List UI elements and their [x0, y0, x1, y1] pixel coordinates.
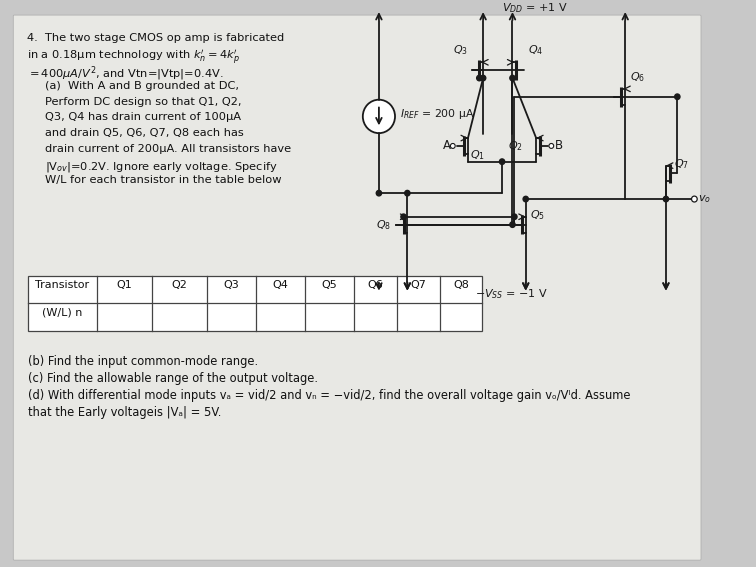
Circle shape	[523, 196, 528, 202]
Circle shape	[663, 196, 668, 202]
Text: $Q_7$: $Q_7$	[674, 156, 689, 171]
Text: (d) With differential mode inputs vₐ = vid/2 and vₙ = −vid/2, find the overall v: (d) With differential mode inputs vₐ = v…	[29, 389, 631, 402]
Text: (a)  With A and B grounded at DC,: (a) With A and B grounded at DC,	[45, 81, 240, 91]
Circle shape	[510, 222, 515, 227]
Circle shape	[477, 75, 482, 81]
Text: in a 0.18μm technology with $k_n^{\prime} = 4k_p^{\prime}$: in a 0.18μm technology with $k_n^{\prime…	[26, 49, 240, 67]
FancyBboxPatch shape	[14, 15, 701, 560]
Circle shape	[451, 143, 455, 149]
Circle shape	[363, 100, 395, 133]
Text: that the Early voltageis |Vₐ| = 5V.: that the Early voltageis |Vₐ| = 5V.	[29, 405, 222, 418]
Text: $v_o$: $v_o$	[698, 193, 711, 205]
Text: Q5: Q5	[322, 280, 337, 290]
Circle shape	[692, 196, 697, 202]
Text: $V_{DD}$ = +1 V: $V_{DD}$ = +1 V	[502, 1, 568, 15]
Text: Q7: Q7	[411, 280, 426, 290]
Text: $Q_2$: $Q_2$	[508, 139, 523, 153]
Circle shape	[500, 159, 505, 164]
Text: $Q_5$: $Q_5$	[531, 208, 546, 222]
Text: Q3, Q4 has drain current of 100μA: Q3, Q4 has drain current of 100μA	[45, 112, 241, 122]
Text: $Q_6$: $Q_6$	[630, 70, 645, 84]
Circle shape	[481, 75, 486, 81]
Bar	[29, 276, 482, 331]
Text: drain current of 200μA. All transistors have: drain current of 200μA. All transistors …	[45, 144, 292, 154]
Text: and drain Q5, Q6, Q7, Q8 each has: and drain Q5, Q6, Q7, Q8 each has	[45, 128, 244, 138]
Text: Q1: Q1	[116, 280, 132, 290]
Text: $-V_{SS}$ = $-$1 V: $-V_{SS}$ = $-$1 V	[475, 287, 548, 302]
Text: (c) Find the allowable range of the output voltage.: (c) Find the allowable range of the outp…	[29, 372, 318, 385]
Circle shape	[674, 94, 680, 99]
Text: $Q_8$: $Q_8$	[376, 218, 392, 231]
Circle shape	[376, 191, 382, 196]
Text: Q8: Q8	[453, 280, 469, 290]
Circle shape	[401, 214, 406, 219]
Text: Q6: Q6	[367, 280, 383, 290]
Text: Q4: Q4	[272, 280, 288, 290]
Text: B: B	[555, 139, 563, 153]
Text: A: A	[443, 139, 451, 153]
Text: Q2: Q2	[171, 280, 187, 290]
Text: |V$_{ov}$|=0.2V. Ignore early voltage. Specify: |V$_{ov}$|=0.2V. Ignore early voltage. S…	[45, 160, 278, 174]
Circle shape	[510, 75, 515, 81]
Text: W/L for each transistor in the table below: W/L for each transistor in the table bel…	[45, 175, 282, 185]
Text: $=400\mu A/V^2$, and Vtn=|Vtp|=0.4V.: $=400\mu A/V^2$, and Vtn=|Vtp|=0.4V.	[26, 64, 223, 83]
Text: $Q_4$: $Q_4$	[528, 44, 543, 57]
Text: Q3: Q3	[223, 280, 239, 290]
Text: $Q_3$: $Q_3$	[453, 44, 468, 57]
Text: Transistor: Transistor	[36, 280, 89, 290]
Circle shape	[512, 214, 517, 219]
Text: (b) Find the input common-mode range.: (b) Find the input common-mode range.	[29, 356, 259, 369]
Text: $I_{REF}$ = 200 μA: $I_{REF}$ = 200 μA	[400, 108, 474, 121]
Circle shape	[549, 143, 553, 149]
Circle shape	[404, 191, 410, 196]
Text: (W/L) n: (W/L) n	[42, 307, 82, 318]
Text: 4.  The two stage CMOS op amp is fabricated: 4. The two stage CMOS op amp is fabricat…	[26, 33, 283, 43]
Text: Perform DC design so that Q1, Q2,: Perform DC design so that Q1, Q2,	[45, 97, 242, 107]
Text: $Q_1$: $Q_1$	[470, 148, 485, 162]
